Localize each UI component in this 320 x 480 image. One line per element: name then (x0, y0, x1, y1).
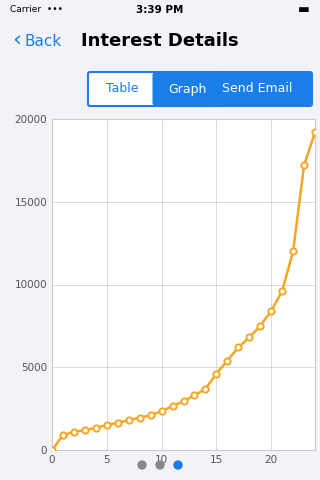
Text: Send Email: Send Email (222, 83, 293, 96)
Text: Graph: Graph (168, 83, 207, 96)
Circle shape (138, 461, 146, 469)
Text: ▬: ▬ (298, 3, 310, 16)
FancyBboxPatch shape (88, 72, 222, 106)
Circle shape (174, 461, 182, 469)
FancyBboxPatch shape (202, 71, 313, 107)
Text: 3:39 PM: 3:39 PM (136, 5, 184, 15)
Text: Carrier  •••: Carrier ••• (10, 5, 63, 14)
Text: ‹: ‹ (12, 30, 21, 50)
Text: Back: Back (24, 34, 61, 48)
Text: Table: Table (106, 83, 139, 96)
FancyBboxPatch shape (153, 73, 221, 105)
Text: Interest Details: Interest Details (81, 32, 239, 50)
Circle shape (156, 461, 164, 469)
